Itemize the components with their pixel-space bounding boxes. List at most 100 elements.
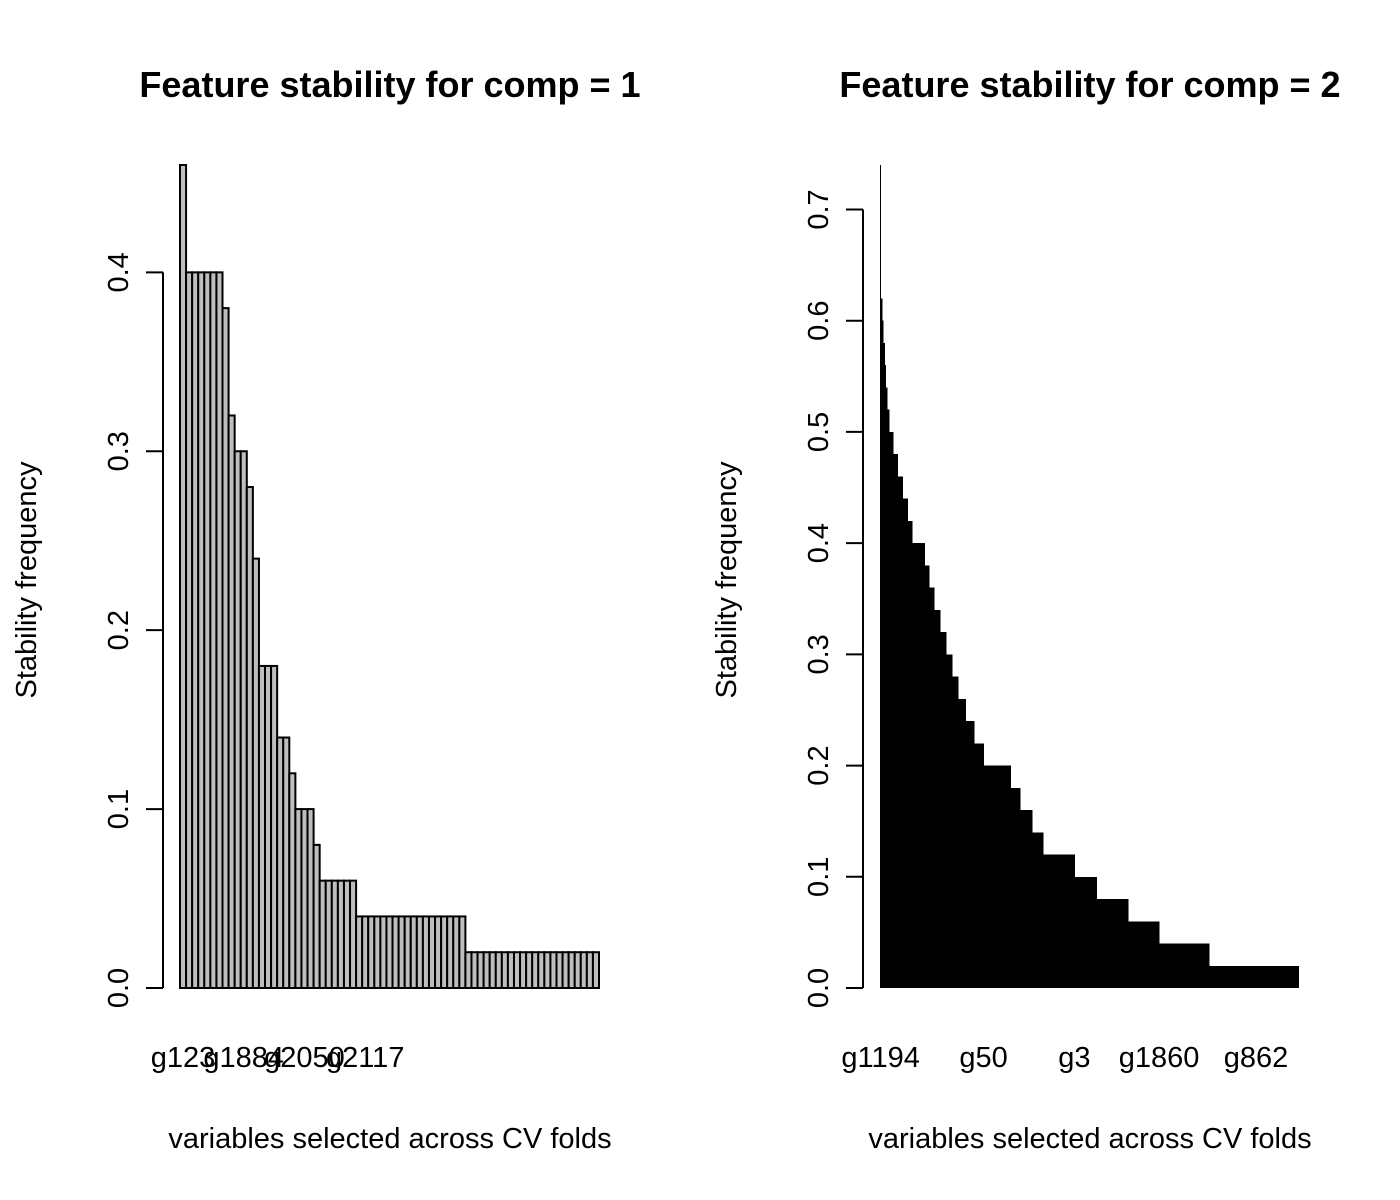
bar [1014, 787, 1016, 988]
bar [951, 654, 953, 988]
y-axis-label: Stability frequency [711, 461, 743, 698]
bar [1068, 854, 1071, 988]
bar [1275, 965, 1278, 988]
bar [1133, 921, 1135, 988]
bar [1072, 854, 1074, 988]
y-tick-label: 0.0 [803, 968, 835, 1008]
bar-series [179, 164, 600, 990]
bar [1042, 832, 1044, 988]
bar [1225, 965, 1227, 988]
x-axis-label: variables selected across CV folds [868, 1123, 1311, 1155]
bar [1187, 943, 1189, 988]
x-tick-label: g2117 [326, 1042, 405, 1074]
bar [995, 765, 997, 988]
bar [986, 765, 988, 988]
bar [898, 476, 900, 988]
bar [1143, 921, 1146, 988]
bar [1047, 854, 1049, 988]
bar [1142, 921, 1144, 988]
bar [1170, 943, 1172, 988]
bar [1204, 943, 1206, 988]
y-tick-label: 0.1 [103, 789, 135, 829]
bar [1169, 943, 1171, 988]
bar [961, 698, 963, 988]
bar [1277, 965, 1279, 988]
bar [1026, 810, 1028, 988]
bar [1269, 965, 1272, 988]
bar [996, 765, 998, 988]
bar [932, 587, 934, 988]
bar [1288, 965, 1290, 988]
bar [1227, 965, 1229, 988]
bar [1139, 921, 1141, 988]
bar [1066, 854, 1068, 988]
bar [1128, 921, 1130, 988]
bar [982, 743, 985, 988]
bar [1220, 965, 1222, 988]
bar [1272, 965, 1274, 988]
bar [1259, 965, 1261, 988]
bar [1179, 943, 1181, 988]
bar [1196, 943, 1198, 988]
bar [1013, 787, 1015, 988]
bar [1233, 965, 1235, 988]
bar [893, 454, 895, 988]
bar [981, 743, 983, 988]
bar [997, 765, 999, 988]
bar [1030, 810, 1032, 988]
bar [1089, 876, 1091, 988]
bar [1250, 965, 1252, 988]
bar [1008, 765, 1010, 988]
bar [1151, 921, 1153, 988]
bar [899, 476, 901, 988]
bar [1223, 965, 1226, 988]
bar [1107, 899, 1109, 988]
bar [1022, 810, 1025, 988]
bar-series [880, 165, 1299, 989]
bar [882, 320, 884, 988]
bar [964, 698, 966, 988]
bar [911, 520, 913, 988]
bar [1231, 965, 1233, 988]
bar [1289, 965, 1291, 988]
bar [969, 721, 971, 988]
bar [1051, 854, 1054, 988]
bar [967, 721, 969, 988]
bar [915, 543, 917, 988]
bar [1243, 965, 1245, 988]
bar [1290, 965, 1292, 988]
y-tick-label: 0.5 [803, 412, 835, 452]
bar [880, 165, 882, 988]
bar [1156, 921, 1158, 988]
bar [917, 543, 919, 988]
bar [957, 676, 959, 988]
bar [1292, 965, 1295, 988]
bar [894, 454, 896, 988]
bar [927, 565, 929, 988]
bar [1097, 899, 1100, 988]
bar [912, 543, 914, 988]
bar [1213, 965, 1215, 988]
y-tick-label: 0.2 [103, 610, 135, 650]
bar [1043, 854, 1045, 988]
bar [1124, 899, 1126, 988]
bar [1154, 921, 1157, 988]
bar [945, 632, 947, 988]
bar [1240, 965, 1243, 988]
bar [944, 632, 946, 988]
x-axis-label: variables selected across CV folds [168, 1123, 611, 1155]
bar [1083, 876, 1085, 988]
bar [1246, 965, 1249, 988]
bar [1271, 965, 1273, 988]
bar [1193, 943, 1195, 988]
bar [1049, 854, 1051, 988]
bar [1041, 832, 1043, 988]
bar [1060, 854, 1062, 988]
bar [1279, 965, 1281, 988]
y-tick-label: 0.7 [803, 189, 835, 229]
bar [940, 632, 942, 988]
chart-panel-comp-1: Feature stability for comp = 1 Stability… [11, 64, 641, 1155]
bar [1274, 965, 1276, 988]
bar [1263, 965, 1266, 988]
bar [1297, 965, 1299, 988]
